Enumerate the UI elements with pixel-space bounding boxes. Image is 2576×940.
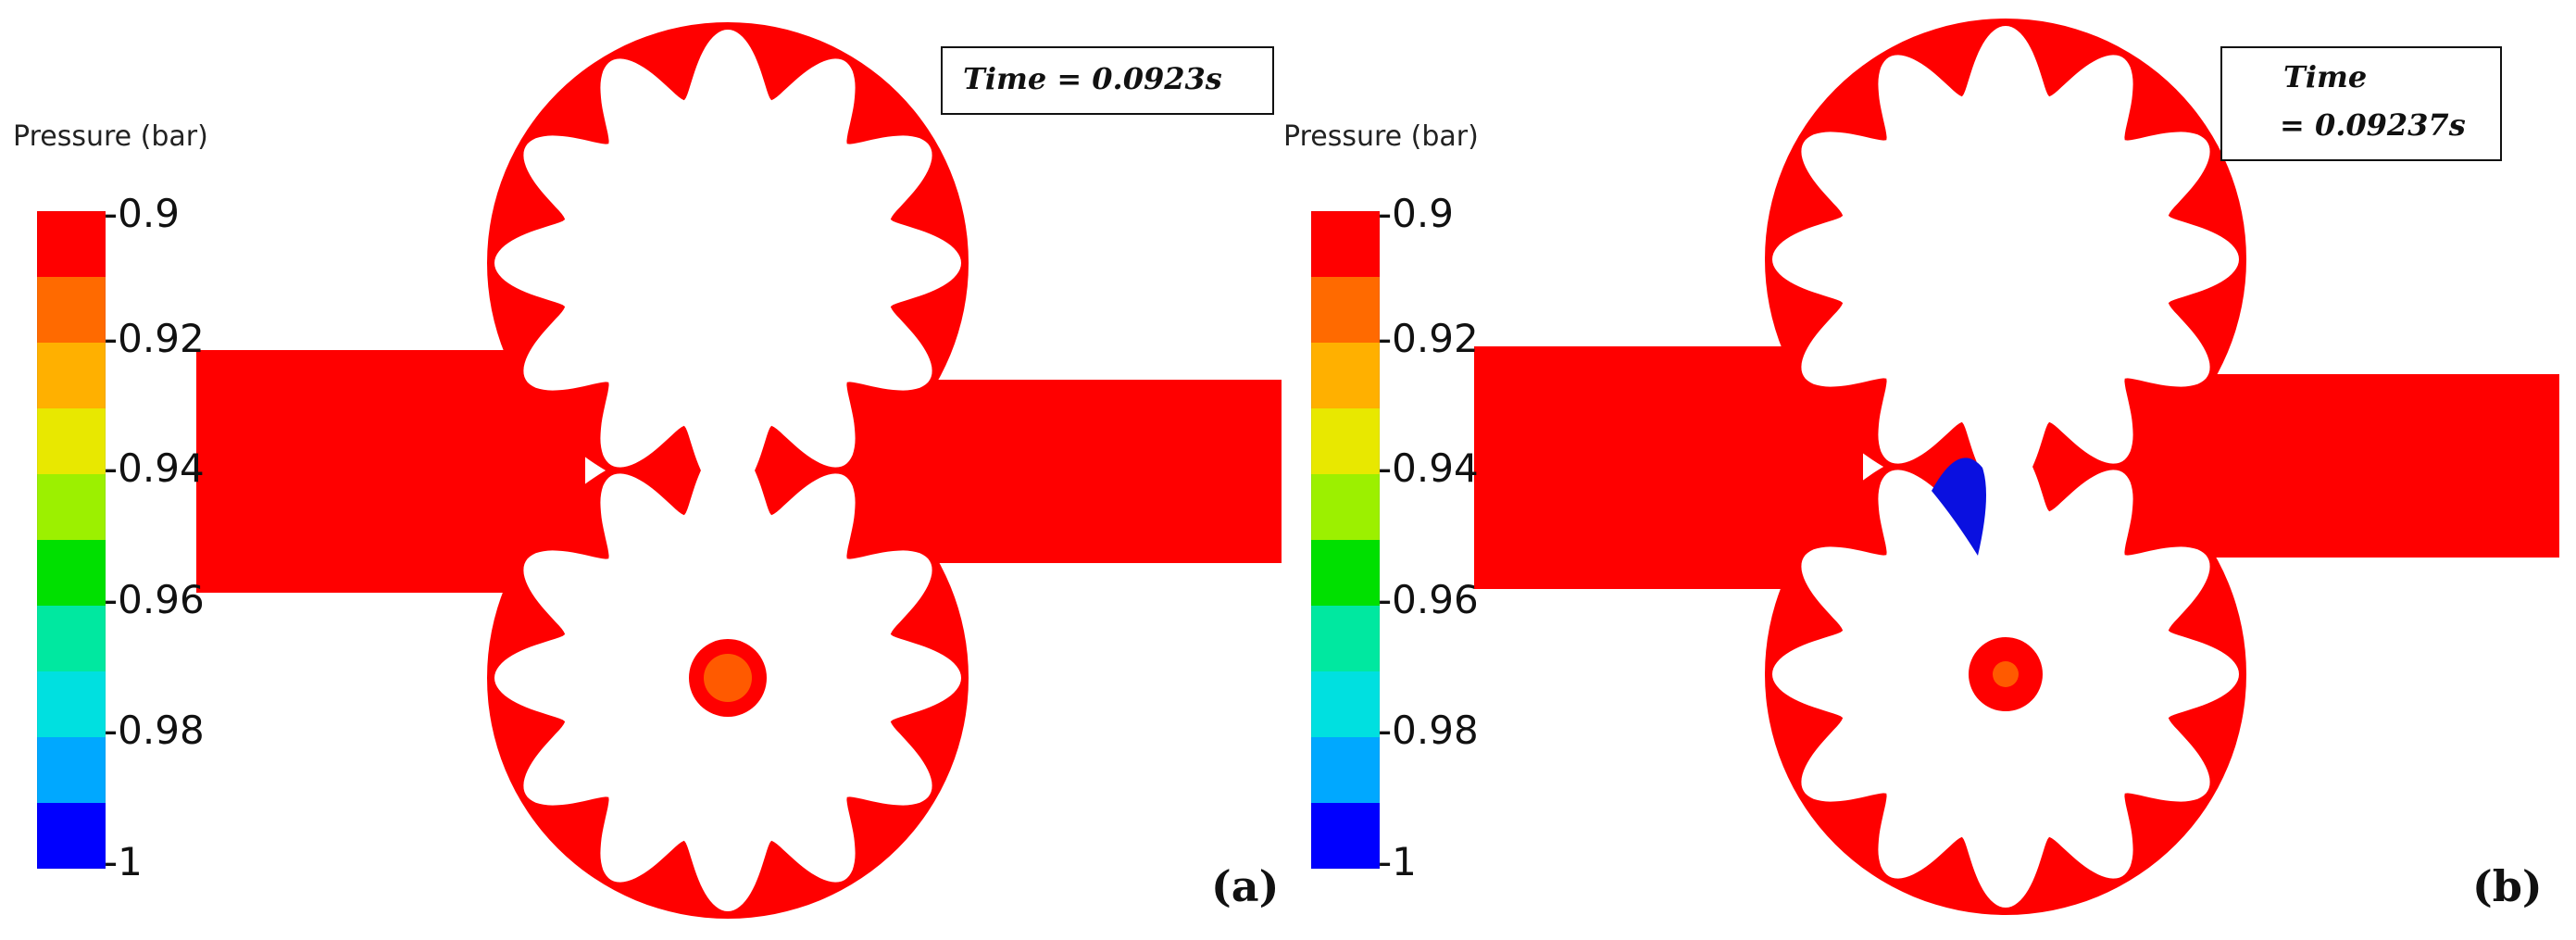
time-text-line2: = 0.09237s xyxy=(2280,107,2466,143)
pressure-colorbar xyxy=(1311,211,1380,869)
gear-pump-contour-a xyxy=(196,22,1282,919)
fluid-domain-a xyxy=(196,22,1282,919)
cavitation-region xyxy=(1932,457,1986,556)
time-annotation: Time = 0.0923s xyxy=(941,46,1274,115)
panel-b: Pressure (bar) -0.9 -0.92 -0.94 -0.96 -0… xyxy=(1278,0,2566,940)
tick-label: -0.9 xyxy=(1378,191,1454,236)
time-annotation: Time = 0.09237s xyxy=(2220,46,2502,161)
tick-label: -1 xyxy=(104,839,143,884)
time-text-line1: Time xyxy=(2283,59,2368,94)
inlet-channel xyxy=(196,350,585,593)
tick-label: -0.98 xyxy=(1378,708,1479,753)
legend-title: Pressure (bar) xyxy=(1283,120,1479,153)
fluid-domain-b xyxy=(1474,19,2559,915)
tick-label: -0.96 xyxy=(1378,577,1479,622)
tick-label: -0.9 xyxy=(104,191,180,236)
tick-label: -0.96 xyxy=(104,577,205,622)
panel-a: Pressure (bar) -0.9 -0.92 -0.94 -0.96 -0… xyxy=(13,22,1282,919)
panel-label: (b) xyxy=(2472,861,2543,911)
pressure-colorbar xyxy=(37,211,106,869)
tick-label: -0.94 xyxy=(1378,445,1479,491)
tick-label: -1 xyxy=(1378,839,1417,884)
gear-pump-contour-b xyxy=(1474,19,2559,915)
upper-gear xyxy=(1772,26,2239,493)
tick-label: -0.98 xyxy=(104,708,205,753)
tick-label: -0.94 xyxy=(104,445,205,491)
upper-gear xyxy=(494,30,961,496)
shaft-core xyxy=(704,654,752,702)
tick-label: -0.92 xyxy=(1378,316,1479,361)
tick-label: -0.92 xyxy=(104,316,205,361)
shaft-core xyxy=(1993,661,2019,687)
panel-label: (a) xyxy=(1211,861,1280,911)
time-text: Time = 0.0923s xyxy=(963,61,1222,96)
inlet-channel xyxy=(1474,346,1863,589)
legend-title: Pressure (bar) xyxy=(13,120,208,153)
